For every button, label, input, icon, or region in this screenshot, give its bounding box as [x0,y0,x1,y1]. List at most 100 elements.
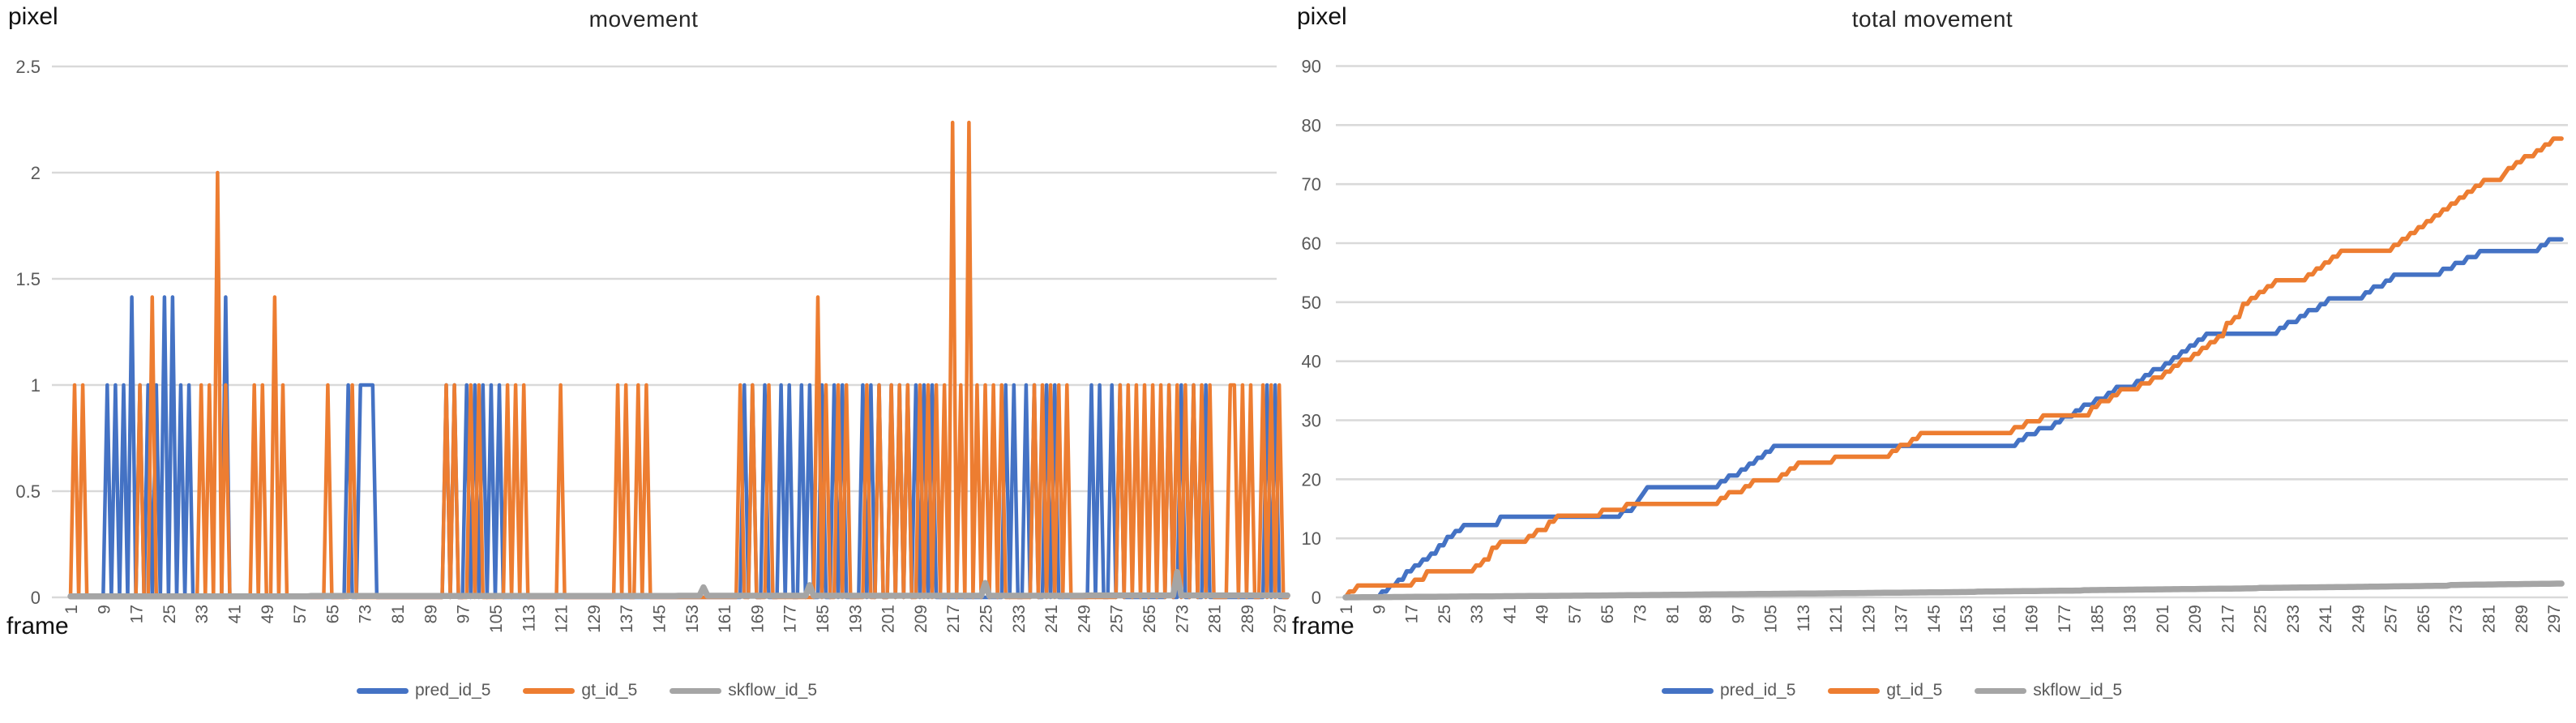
right-y-tick-label-70: 70 [1302,174,1321,195]
right-series-line-pred_id_5 [1343,237,2564,600]
left-x-tick-label-169: 169 [748,605,767,633]
left-x-tick-label-225: 225 [978,605,996,633]
right-x-tick-label-41: 41 [1500,605,1519,623]
left-x-tick-label-113: 113 [520,605,538,631]
right-x-tick-label-129: 129 [1859,605,1878,633]
right-y-tick-label-80: 80 [1302,115,1321,135]
right-x-tick-label-17: 17 [1403,605,1422,623]
right-x-tick-label-265: 265 [2415,605,2433,633]
right-x-tick-label-225: 225 [2252,605,2270,633]
left-x-tick-label-145: 145 [650,605,669,633]
right-series-line-skflow_id_5 [1342,580,2565,601]
right-y-tick-label-20: 20 [1302,469,1321,490]
right-x-tick-label-241: 241 [2317,605,2335,633]
right-x-tick-label-249: 249 [2349,605,2368,633]
right-x-tick-label-57: 57 [1566,605,1585,623]
left-x-tick-label-89: 89 [421,605,440,623]
left-x-tick-label-257: 257 [1108,605,1127,633]
right-x-tick-label-289: 289 [2513,605,2531,633]
legend-item-pred_id_5: pred_id_5 [1661,681,1796,700]
right-y-tick-label-0: 0 [1312,588,1321,608]
legend-item-pred_id_5: pred_id_5 [356,681,491,700]
legend-swatch-pred_id_5 [1661,687,1714,694]
right-x-tick-label-73: 73 [1631,605,1650,623]
right-y-tick-label-10: 10 [1302,528,1321,549]
right-y-tick-label-60: 60 [1302,233,1321,254]
right-x-tick-label-161: 161 [1990,605,2009,633]
left-x-tick-label-161: 161 [716,605,734,633]
left-x-tick-label-185: 185 [814,605,832,633]
right-x-tick-label-257: 257 [2382,605,2401,633]
left-y-tick-label-2: 2 [31,163,41,183]
left-x-tick-label-73: 73 [357,605,375,623]
right-x-tick-label-121: 121 [1827,605,1846,633]
right-y-tick-label-30: 30 [1302,411,1321,431]
right-x-tick-label-145: 145 [1925,605,1944,633]
left-x-tick-label-233: 233 [1010,605,1029,633]
left-x-tick-label-9: 9 [95,605,113,614]
left-x-tick-label-49: 49 [259,605,277,623]
legend-swatch-skflow_id_5 [1975,687,2027,694]
left-x-tick-label-57: 57 [291,605,310,623]
right-x-axis-unit-label: frame [1292,613,1354,640]
right-y-axis-unit-label: pixel [1297,3,1347,30]
left-x-tick-label-289: 289 [1239,605,1257,633]
legend-item-skflow_id_5: skflow_id_5 [670,681,817,700]
left-x-tick-label-137: 137 [618,605,636,633]
right-x-tick-label-33: 33 [1468,605,1487,623]
left-chart-title: movement [588,6,699,32]
right-x-tick-label-97: 97 [1729,605,1748,623]
left-x-tick-label-17: 17 [128,605,147,623]
left-x-tick-label-33: 33 [193,605,212,623]
right-x-tick-label-201: 201 [2154,605,2172,633]
left-x-tick-label-193: 193 [846,605,865,633]
right-x-tick-label-105: 105 [1762,605,1781,633]
legend-item-gt_id_5: gt_id_5 [1828,681,1942,700]
right-x-tick-label-137: 137 [1893,605,1911,633]
right-x-tick-label-9: 9 [1370,605,1389,614]
right-y-tick-label-90: 90 [1302,57,1321,77]
legend-item-gt_id_5: gt_id_5 [523,681,637,700]
right-x-tick-label-297: 297 [2545,605,2564,633]
legend-label-pred_id_5: pred_id_5 [414,681,491,699]
left-x-tick-label-177: 177 [781,605,800,633]
left-y-axis-unit-label: pixel [8,3,58,30]
right-x-tick-label-65: 65 [1598,605,1617,623]
left-y-tick-label-0: 0 [31,588,41,608]
right-x-tick-label-113: 113 [1795,605,1813,631]
right-x-tick-label-81: 81 [1664,605,1683,623]
right-x-tick-label-1: 1 [1337,605,1356,614]
legend-label-gt_id_5: gt_id_5 [581,681,638,699]
right-y-tick-label-50: 50 [1302,293,1321,313]
legend-swatch-gt_id_5 [1828,687,1881,694]
legend-label-pred_id_5: pred_id_5 [1719,681,1796,699]
left-x-tick-label-273: 273 [1173,605,1192,633]
right-y-tick-label-40: 40 [1302,352,1321,372]
legend-item-skflow_id_5: skflow_id_5 [1975,681,2122,700]
right-x-tick-label-193: 193 [2121,605,2140,633]
left-series-line-gt_id_5 [68,120,1290,600]
legend-label-skflow_id_5: skflow_id_5 [2033,681,2123,699]
left-x-tick-label-201: 201 [879,605,898,633]
left-x-tick-label-153: 153 [683,605,702,633]
left-x-tick-label-81: 81 [389,605,408,623]
left-chart-legend: pred_id_5 gt_id_5 skflow_id_5 [0,681,1230,700]
left-x-tick-label-121: 121 [553,605,571,633]
left-series-line-skflow_id_5 [67,569,1291,600]
left-x-tick-label-281: 281 [1206,605,1225,633]
left-x-tick-label-41: 41 [226,605,245,623]
left-y-tick-label-1: 1 [31,375,41,396]
left-x-tick-label-65: 65 [323,605,342,623]
right-x-tick-label-281: 281 [2480,605,2499,633]
right-x-tick-label-25: 25 [1436,605,1454,623]
right-x-tick-label-233: 233 [2284,605,2303,633]
right-series-line-gt_id_5 [1343,136,2564,600]
legend-label-skflow_id_5: skflow_id_5 [728,681,818,699]
left-x-tick-label-25: 25 [160,605,179,623]
left-y-tick-label-0.5: 0.5 [15,481,41,502]
left-x-tick-label-209: 209 [912,605,931,633]
right-chart-legend: pred_id_5 gt_id_5 skflow_id_5 [1248,681,2535,700]
left-x-axis-unit-label: frame [6,613,69,640]
